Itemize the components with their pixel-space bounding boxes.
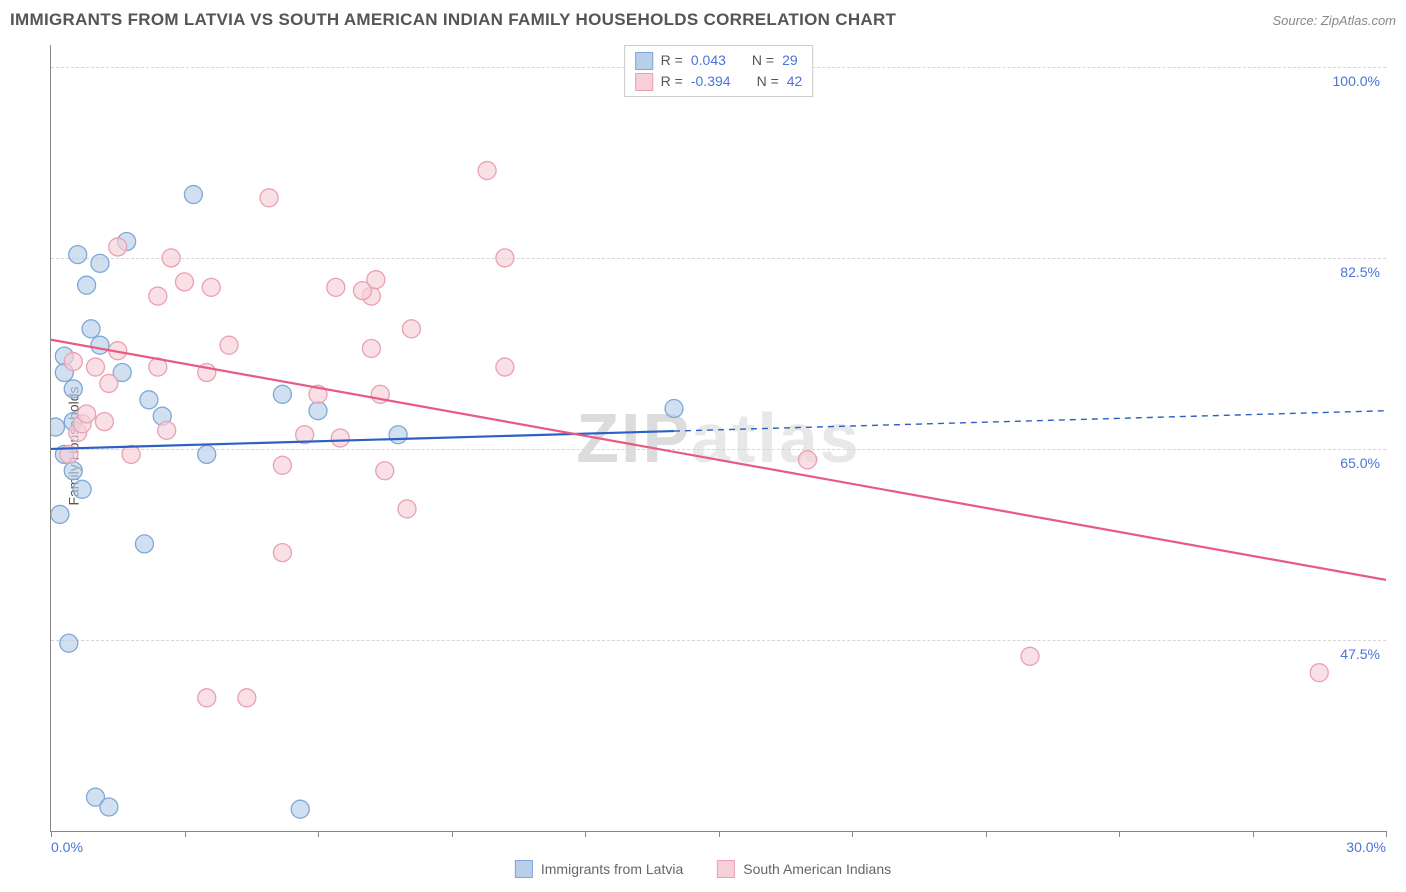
x-tick xyxy=(185,831,186,837)
scatter-point xyxy=(398,500,416,518)
scatter-point xyxy=(1021,647,1039,665)
scatter-point xyxy=(87,358,105,376)
scatter-point xyxy=(220,336,238,354)
scatter-point xyxy=(64,353,82,371)
scatter-point xyxy=(100,798,118,816)
bottom-legend: Immigrants from Latvia South American In… xyxy=(515,860,891,878)
scatter-point xyxy=(1310,664,1328,682)
r-label: R = xyxy=(661,71,683,92)
scatter-point xyxy=(73,480,91,498)
legend-label-series1: Immigrants from Latvia xyxy=(541,861,683,877)
scatter-point xyxy=(149,287,167,305)
scatter-point xyxy=(309,402,327,420)
scatter-point xyxy=(176,273,194,291)
scatter-point xyxy=(291,800,309,818)
scatter-point xyxy=(273,456,291,474)
scatter-point xyxy=(135,535,153,553)
scatter-point xyxy=(327,278,345,296)
scatter-point xyxy=(202,278,220,296)
swatch-series1 xyxy=(635,52,653,70)
scatter-point xyxy=(389,426,407,444)
trendline-solid xyxy=(51,340,1386,580)
legend-item-series1: Immigrants from Latvia xyxy=(515,860,683,878)
scatter-point xyxy=(100,374,118,392)
scatter-point xyxy=(91,336,109,354)
scatter-point xyxy=(496,249,514,267)
scatter-point xyxy=(162,249,180,267)
scatter-point xyxy=(198,689,216,707)
scatter-point xyxy=(158,421,176,439)
scatter-point xyxy=(140,391,158,409)
r-label: R = xyxy=(661,50,683,71)
scatter-point xyxy=(51,418,64,436)
scatter-point xyxy=(95,413,113,431)
n-value-series2: 42 xyxy=(787,71,803,92)
scatter-point xyxy=(198,445,216,463)
scatter-point xyxy=(184,186,202,204)
scatter-point xyxy=(122,445,140,463)
scatter-point xyxy=(82,320,100,338)
x-tick xyxy=(318,831,319,837)
scatter-point xyxy=(273,544,291,562)
legend-label-series2: South American Indians xyxy=(743,861,891,877)
source-text: Source: ZipAtlas.com xyxy=(1272,13,1396,28)
scatter-point xyxy=(478,162,496,180)
scatter-point xyxy=(78,276,96,294)
scatter-point xyxy=(64,380,82,398)
swatch-series1 xyxy=(515,860,533,878)
scatter-point xyxy=(354,282,372,300)
x-tick xyxy=(1386,831,1387,837)
trendline-dashed xyxy=(674,411,1386,431)
n-label: N = xyxy=(752,50,774,71)
scatter-point xyxy=(260,189,278,207)
stats-row-series1: R = 0.043 N = 29 xyxy=(635,50,803,71)
scatter-point xyxy=(331,429,349,447)
swatch-series2 xyxy=(635,73,653,91)
n-value-series1: 29 xyxy=(782,50,798,71)
scatter-point xyxy=(238,689,256,707)
x-tick xyxy=(852,831,853,837)
x-tick xyxy=(51,831,52,837)
scatter-point xyxy=(665,400,683,418)
x-tick xyxy=(452,831,453,837)
r-value-series1: 0.043 xyxy=(691,50,726,71)
scatter-point xyxy=(109,238,127,256)
scatter-point xyxy=(402,320,420,338)
header: IMMIGRANTS FROM LATVIA VS SOUTH AMERICAN… xyxy=(10,10,1396,30)
x-tick xyxy=(585,831,586,837)
scatter-point xyxy=(64,462,82,480)
scatter-point xyxy=(60,634,78,652)
chart-title: IMMIGRANTS FROM LATVIA VS SOUTH AMERICAN… xyxy=(10,10,896,30)
stats-row-series2: R = -0.394 N = 42 xyxy=(635,71,803,92)
x-tick xyxy=(1119,831,1120,837)
scatter-point xyxy=(496,358,514,376)
scatter-point xyxy=(69,246,87,264)
scatter-point xyxy=(91,254,109,272)
stats-legend-box: R = 0.043 N = 29 R = -0.394 N = 42 xyxy=(624,45,814,97)
x-tick-label-left: 0.0% xyxy=(51,839,83,855)
scatter-point xyxy=(78,405,96,423)
scatter-point xyxy=(362,339,380,357)
chart-svg xyxy=(51,45,1386,831)
scatter-point xyxy=(273,385,291,403)
scatter-point xyxy=(799,451,817,469)
x-tick-label-right: 30.0% xyxy=(1346,839,1386,855)
r-value-series2: -0.394 xyxy=(691,71,731,92)
x-tick xyxy=(719,831,720,837)
swatch-series2 xyxy=(717,860,735,878)
scatter-point xyxy=(376,462,394,480)
x-tick xyxy=(1253,831,1254,837)
x-tick xyxy=(986,831,987,837)
chart-plot-area: ZIPatlas R = 0.043 N = 29 R = -0.394 N =… xyxy=(50,45,1386,832)
scatter-point xyxy=(51,505,69,523)
n-label: N = xyxy=(757,71,779,92)
legend-item-series2: South American Indians xyxy=(717,860,891,878)
trendline-solid xyxy=(51,431,674,449)
